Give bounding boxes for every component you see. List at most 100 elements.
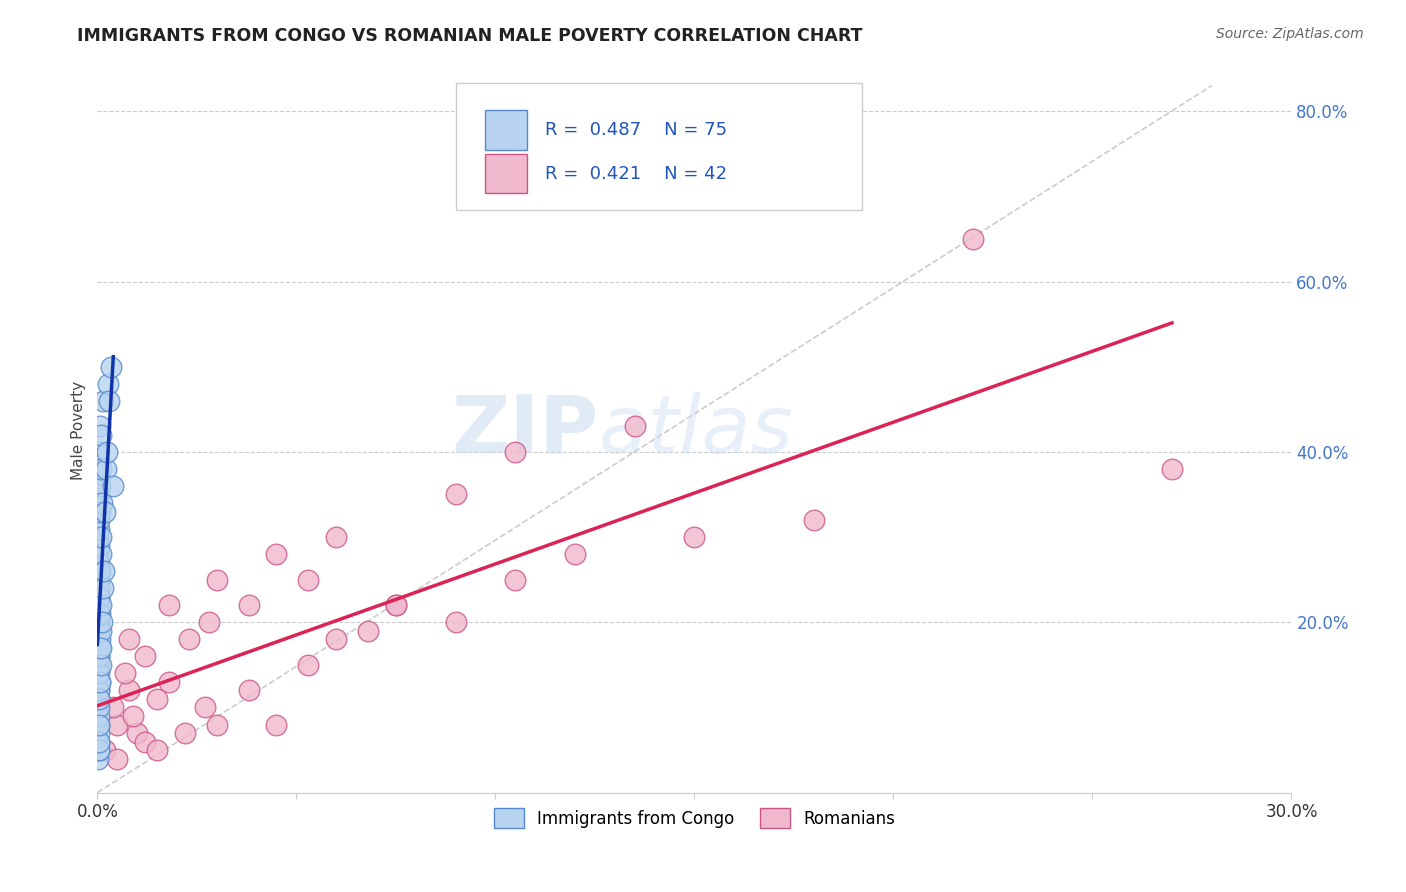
Point [134,649,156,664]
Point [87,530,110,544]
Point [87,632,110,647]
Point [89,419,111,434]
Point [87,649,110,664]
Point [266,547,288,561]
Point [103,700,125,714]
Point [87,734,110,748]
Point [87,607,110,621]
Point [89,674,111,689]
Point [146,743,169,757]
Point [90,599,112,613]
Point [357,624,380,638]
Point [87,462,110,476]
Point [174,726,197,740]
Point [87,573,110,587]
Point [89,522,111,536]
Legend: Immigrants from Congo, Romanians: Immigrants from Congo, Romanians [488,801,901,835]
Point [87,624,110,638]
Point [91,581,114,595]
Point [325,632,347,647]
Point [87,581,110,595]
Point [146,692,169,706]
Point [89,700,111,714]
Point [503,445,526,459]
Point [89,564,111,578]
Point [87,547,110,561]
Point [89,640,111,655]
Point [385,599,408,613]
Point [87,743,110,757]
Point [90,624,112,638]
Point [87,504,110,518]
FancyBboxPatch shape [456,83,862,210]
Point [89,649,111,664]
Point [87,599,110,613]
Point [98,393,121,408]
Point [94,743,117,757]
Point [90,615,112,630]
Point [87,556,110,570]
Point [89,615,111,630]
Point [134,734,156,748]
Point [89,683,111,698]
Point [87,734,110,748]
Point [89,674,111,689]
Point [194,700,217,714]
Text: atlas: atlas [599,392,793,469]
Point [87,683,110,698]
Point [87,751,110,765]
Text: R =  0.487    N = 75: R = 0.487 N = 75 [546,121,727,139]
Point [118,683,141,698]
Point [94,504,117,518]
Point [266,717,288,731]
Point [444,487,467,501]
Point [89,632,111,647]
Point [503,573,526,587]
Point [93,564,115,578]
Point [1161,462,1184,476]
Point [297,657,319,672]
Point [90,547,112,561]
Y-axis label: Male Poverty: Male Poverty [72,381,86,480]
Point [87,692,110,706]
Point [177,632,200,647]
Point [89,590,111,604]
Point [198,615,221,630]
Point [157,674,180,689]
Point [105,751,128,765]
Bar [485,153,527,194]
Text: ZIP: ZIP [451,392,599,469]
Point [87,666,110,681]
Point [103,479,125,493]
Point [87,743,110,757]
Point [97,376,120,391]
Point [87,487,110,501]
Point [238,683,260,698]
Point [803,513,825,527]
Point [87,615,110,630]
Point [91,393,114,408]
Point [87,700,110,714]
Point [385,599,408,613]
Point [205,573,228,587]
Bar [485,110,527,150]
Point [87,479,110,493]
Point [87,717,110,731]
Point [90,427,112,442]
Point [90,530,112,544]
Point [297,573,319,587]
Point [205,717,228,731]
Point [623,419,645,434]
Point [87,683,110,698]
Point [94,462,117,476]
Point [89,709,111,723]
Point [325,530,347,544]
Point [90,640,112,655]
Point [90,657,112,672]
Point [87,590,110,604]
Point [122,709,145,723]
Point [89,504,111,518]
Point [87,496,110,510]
Text: IMMIGRANTS FROM CONGO VS ROMANIAN MALE POVERTY CORRELATION CHART: IMMIGRANTS FROM CONGO VS ROMANIAN MALE P… [77,27,863,45]
Point [91,496,114,510]
